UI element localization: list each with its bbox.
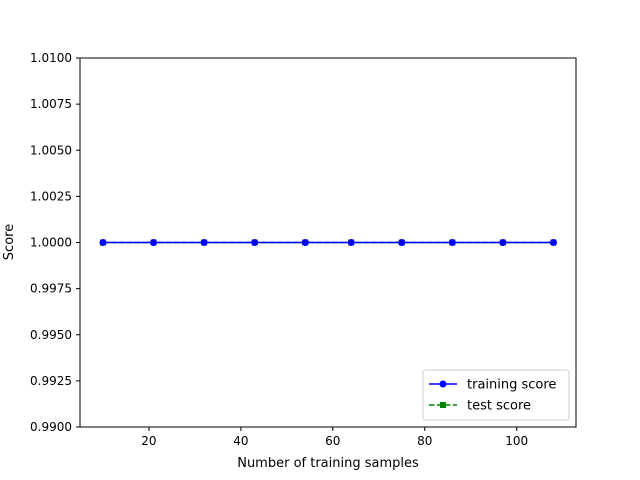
series-layer <box>99 239 557 246</box>
y-axis: 0.9900 0.9925 0.9950 0.9975 1.0000 1.0025 1.00… <box>30 51 80 434</box>
y-axis-label: Score <box>2 224 17 260</box>
legend-label: test score <box>467 399 531 414</box>
x-tick-label: 20 <box>141 434 156 448</box>
data-point <box>99 239 107 246</box>
y-tick-label: 1.0025 <box>30 189 72 203</box>
legend: training score test score <box>422 369 570 421</box>
data-point <box>549 239 557 246</box>
data-point <box>301 239 309 246</box>
data-point <box>448 239 456 246</box>
data-point <box>347 239 355 246</box>
y-tick-label: 0.9975 <box>30 282 72 296</box>
data-point <box>150 239 158 246</box>
y-tick-label: 0.9900 <box>30 420 72 434</box>
x-axis: 20 40 60 80 100 <box>141 427 528 448</box>
data-point <box>251 239 259 246</box>
x-tick-label: 100 <box>505 434 528 448</box>
y-tick-label: 0.9925 <box>30 374 72 388</box>
y-tick-label: 1.0000 <box>30 236 72 250</box>
y-tick-label: 1.0100 <box>30 51 72 65</box>
data-point <box>200 239 208 246</box>
data-point <box>398 239 406 246</box>
x-tick-label: 40 <box>233 434 248 448</box>
x-axis-label: Number of training samples <box>237 456 419 471</box>
y-tick-label: 1.0050 <box>30 143 72 157</box>
x-tick-label: 80 <box>417 434 432 448</box>
data-point <box>499 239 507 246</box>
y-tick-label: 0.9950 <box>30 328 72 342</box>
legend-box <box>422 369 570 421</box>
legend-label: training score <box>467 378 556 393</box>
legend-marker <box>439 380 447 388</box>
legend-marker <box>440 402 446 408</box>
y-tick-label: 1.0075 <box>30 97 72 111</box>
x-tick-label: 60 <box>325 434 340 448</box>
